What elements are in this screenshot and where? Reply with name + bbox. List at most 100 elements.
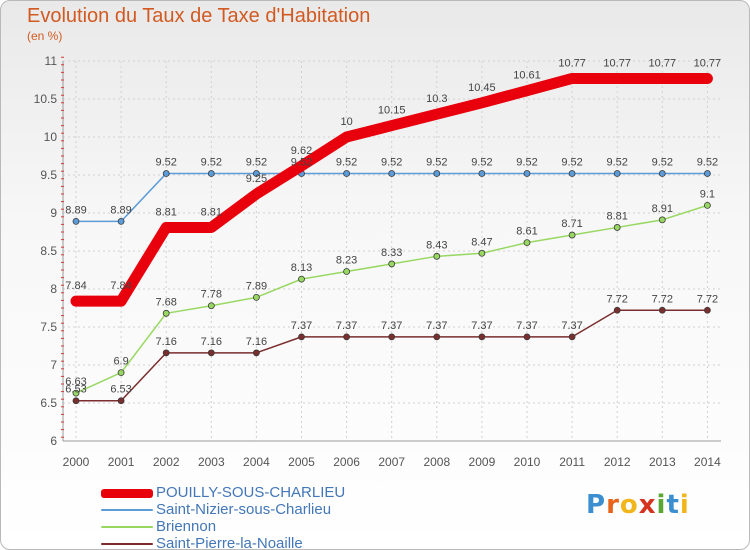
data-label-saint-pierre: 7.72 bbox=[652, 293, 673, 305]
data-point-saint-pierre bbox=[523, 333, 531, 341]
data-label-saint-nizier: 9.52 bbox=[155, 156, 176, 168]
data-point-saint-nizier bbox=[72, 217, 80, 225]
data-label-pouilly: 9.62 bbox=[291, 145, 312, 157]
proxiti-logo: Proxiti bbox=[586, 490, 690, 520]
data-label-saint-nizier: 9.52 bbox=[516, 156, 537, 168]
data-point-briennon bbox=[162, 309, 170, 317]
data-label-saint-nizier: 9.52 bbox=[381, 156, 402, 168]
data-point-saint-pierre bbox=[207, 349, 215, 357]
y-tick-label: 11 bbox=[45, 54, 58, 68]
data-point-saint-pierre bbox=[704, 306, 711, 314]
data-point-saint-nizier bbox=[568, 170, 576, 177]
data-label-pouilly: 10.45 bbox=[468, 82, 496, 94]
data-label-pouilly: 10.77 bbox=[603, 57, 631, 69]
x-tick-label: 2002 bbox=[153, 455, 180, 469]
data-point-saint-nizier bbox=[252, 170, 260, 177]
data-label-saint-pierre: 7.16 bbox=[155, 336, 176, 348]
data-point-saint-pierre bbox=[343, 333, 351, 341]
data-label-saint-pierre: 6.53 bbox=[65, 384, 86, 396]
data-label-saint-pierre: 7.37 bbox=[291, 320, 312, 332]
series-line-pouilly bbox=[70, 72, 713, 307]
legend-label: Briennon bbox=[156, 518, 217, 535]
data-label-saint-nizier: 9.52 bbox=[291, 156, 312, 168]
data-point-saint-pierre bbox=[298, 333, 305, 341]
data-point-briennon bbox=[207, 302, 215, 310]
legend-swatch bbox=[101, 509, 153, 511]
y-tick-label: 8 bbox=[50, 282, 57, 296]
legend-label: POUILLY-SOUS-CHARLIEU bbox=[156, 484, 346, 501]
y-tick-label: 7 bbox=[50, 358, 57, 372]
logo-letter: t bbox=[666, 490, 680, 520]
logo-letter: x bbox=[638, 490, 657, 520]
data-point-saint-pierre bbox=[162, 349, 170, 357]
data-point-briennon bbox=[298, 275, 305, 283]
data-point-briennon bbox=[388, 260, 396, 268]
x-tick-label: 2003 bbox=[198, 455, 225, 469]
legend-swatch bbox=[101, 489, 153, 498]
data-label-saint-pierre: 7.16 bbox=[201, 336, 222, 348]
data-point-saint-nizier bbox=[658, 170, 666, 177]
data-label-pouilly: 10.15 bbox=[378, 105, 406, 117]
logo-letter: P bbox=[586, 490, 607, 520]
data-point-saint-nizier bbox=[117, 217, 125, 225]
data-point-saint-nizier bbox=[388, 170, 396, 177]
logo-letter: i bbox=[656, 490, 667, 520]
x-tick-label: 2012 bbox=[604, 455, 631, 469]
data-label-briennon: 6.9 bbox=[113, 356, 128, 368]
logo-letter: r bbox=[606, 490, 620, 520]
data-point-saint-nizier bbox=[433, 170, 441, 177]
data-label-briennon: 8.61 bbox=[516, 226, 537, 238]
data-point-saint-pierre bbox=[433, 333, 441, 341]
chart-title: Evolution du Taux de Taxe d'Habitation bbox=[27, 5, 371, 27]
data-label-briennon: 8.81 bbox=[606, 210, 627, 222]
data-label-pouilly: 10.61 bbox=[513, 70, 541, 82]
data-point-briennon bbox=[117, 369, 125, 377]
data-label-saint-nizier: 9.52 bbox=[652, 156, 673, 168]
data-point-briennon bbox=[568, 231, 576, 239]
data-point-saint-pierre bbox=[568, 333, 576, 341]
data-label-saint-pierre: 7.37 bbox=[381, 320, 402, 332]
y-tick-label: 6.5 bbox=[40, 396, 57, 410]
data-label-briennon: 9.1 bbox=[700, 188, 715, 200]
data-label-pouilly: 10.3 bbox=[426, 93, 447, 105]
x-tick-label: 2008 bbox=[423, 455, 450, 469]
data-label-saint-nizier: 8.89 bbox=[65, 204, 86, 216]
x-tick-label: 2009 bbox=[469, 455, 496, 469]
data-point-saint-nizier bbox=[523, 170, 531, 177]
logo-letter: o bbox=[619, 490, 639, 520]
data-label-saint-nizier: 8.89 bbox=[110, 204, 131, 216]
data-label-briennon: 8.33 bbox=[381, 247, 402, 259]
data-label-briennon: 8.71 bbox=[561, 218, 582, 230]
data-label-pouilly: 8.81 bbox=[155, 206, 176, 218]
y-tick-label: 10.5 bbox=[34, 92, 58, 106]
data-point-saint-pierre bbox=[72, 397, 80, 405]
data-point-saint-nizier bbox=[613, 170, 621, 177]
x-tick-label: 2004 bbox=[243, 455, 270, 469]
data-label-pouilly: 10.77 bbox=[558, 57, 586, 69]
data-label-pouilly: 7.84 bbox=[110, 280, 131, 292]
x-tick-label: 2010 bbox=[514, 455, 541, 469]
x-tick-label: 2013 bbox=[649, 455, 676, 469]
x-tick-label: 2000 bbox=[63, 455, 90, 469]
logo-letter: i bbox=[679, 490, 690, 520]
data-label-saint-pierre: 7.16 bbox=[246, 336, 267, 348]
data-point-briennon bbox=[658, 216, 666, 224]
data-label-saint-pierre: 7.72 bbox=[606, 293, 627, 305]
x-tick-label: 2011 bbox=[559, 455, 585, 469]
y-tick-label: 6 bbox=[50, 434, 57, 448]
data-label-saint-nizier: 9.52 bbox=[336, 156, 357, 168]
x-tick-label: 2001 bbox=[108, 455, 135, 469]
data-label-saint-pierre: 7.37 bbox=[471, 320, 492, 332]
data-label-pouilly: 7.84 bbox=[65, 280, 86, 292]
data-point-briennon bbox=[252, 293, 260, 301]
y-tick-label: 10 bbox=[44, 130, 58, 144]
y-tick-label: 7.5 bbox=[40, 320, 57, 334]
data-point-saint-nizier bbox=[704, 170, 711, 177]
legend-label: Saint-Pierre-la-Noaille bbox=[156, 535, 303, 550]
data-label-pouilly: 9.25 bbox=[246, 173, 267, 185]
data-label-briennon: 8.23 bbox=[336, 255, 357, 267]
data-label-briennon: 6.63 bbox=[65, 376, 86, 388]
legend-label: Saint-Nizier-sous-Charlieu bbox=[156, 501, 332, 518]
data-label-saint-nizier: 9.52 bbox=[606, 156, 627, 168]
